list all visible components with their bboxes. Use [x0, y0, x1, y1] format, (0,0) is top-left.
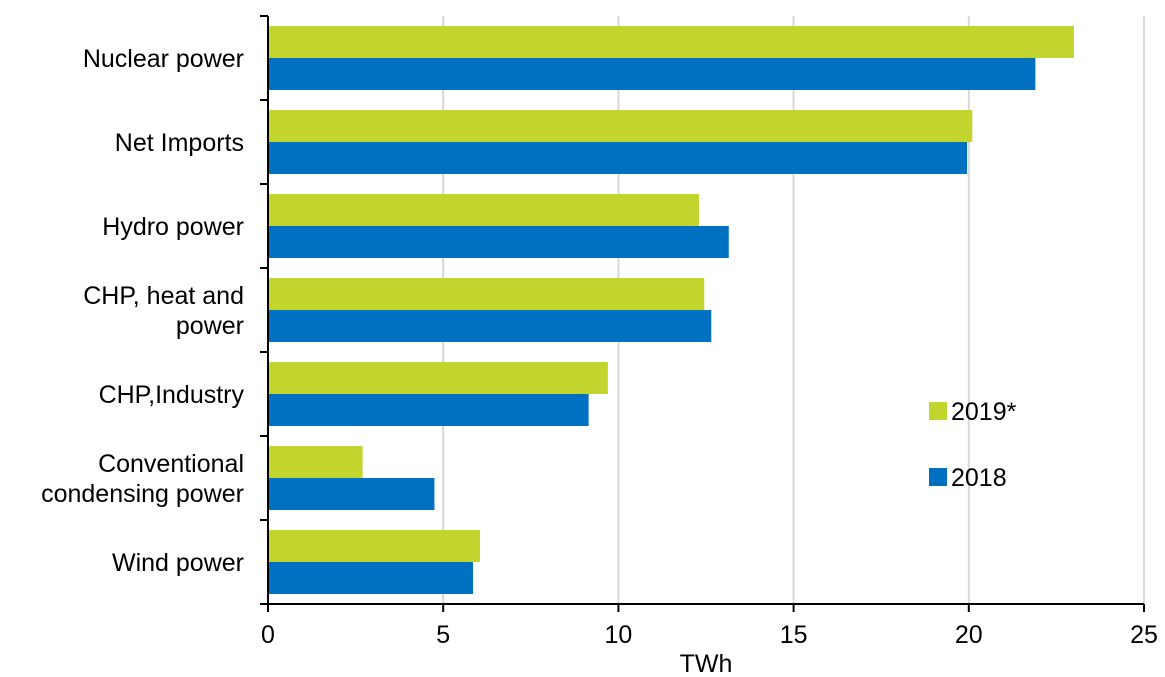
- bar-2019-0: [268, 26, 1074, 58]
- bar-2018-4: [268, 394, 589, 426]
- category-label: Hydro power: [102, 213, 244, 241]
- x-tick-label: 0: [261, 621, 275, 649]
- bar-2019-5: [268, 446, 363, 478]
- bar-2018-3: [268, 310, 712, 342]
- category-label: CHP, heat and power: [83, 282, 244, 340]
- x-axis-title: TWh: [680, 650, 733, 677]
- category-label: CHP,Industry: [99, 381, 245, 409]
- legend-label: 2018: [951, 464, 1007, 492]
- category-labels: Nuclear power Net Imports Hydro power CHP, …: [41, 45, 244, 577]
- bar-2018-1: [268, 142, 968, 174]
- bar-2018-5: [268, 478, 435, 510]
- category-label: Wind power: [112, 549, 244, 577]
- bar-2018-2: [268, 226, 729, 258]
- legend: 2019* 2018: [929, 398, 1017, 492]
- legend-swatch: [929, 468, 947, 486]
- bars: [268, 26, 1074, 594]
- legend-label: 2019*: [951, 398, 1017, 426]
- bar-2019-4: [268, 362, 608, 394]
- bar-2018-6: [268, 562, 473, 594]
- category-label: Net Imports: [115, 129, 244, 157]
- x-tick-label: 15: [780, 621, 808, 649]
- x-tick-label: 10: [604, 621, 632, 649]
- x-tick-label: 25: [1130, 621, 1158, 649]
- bar-2019-3: [268, 278, 705, 310]
- category-label: Conventional condensing power: [41, 450, 244, 508]
- bar-2018-0: [268, 58, 1036, 90]
- x-tick-label: 20: [955, 621, 983, 649]
- axes: [267, 16, 1144, 605]
- bar-2019-6: [268, 530, 480, 562]
- x-tick-labels: 0 5 10 15 20 25: [261, 604, 1158, 649]
- bar-2019-2: [268, 194, 699, 226]
- legend-swatch: [929, 402, 947, 420]
- x-tick-label: 5: [436, 621, 450, 649]
- category-label: Nuclear power: [83, 45, 244, 73]
- bar-2019-1: [268, 110, 973, 142]
